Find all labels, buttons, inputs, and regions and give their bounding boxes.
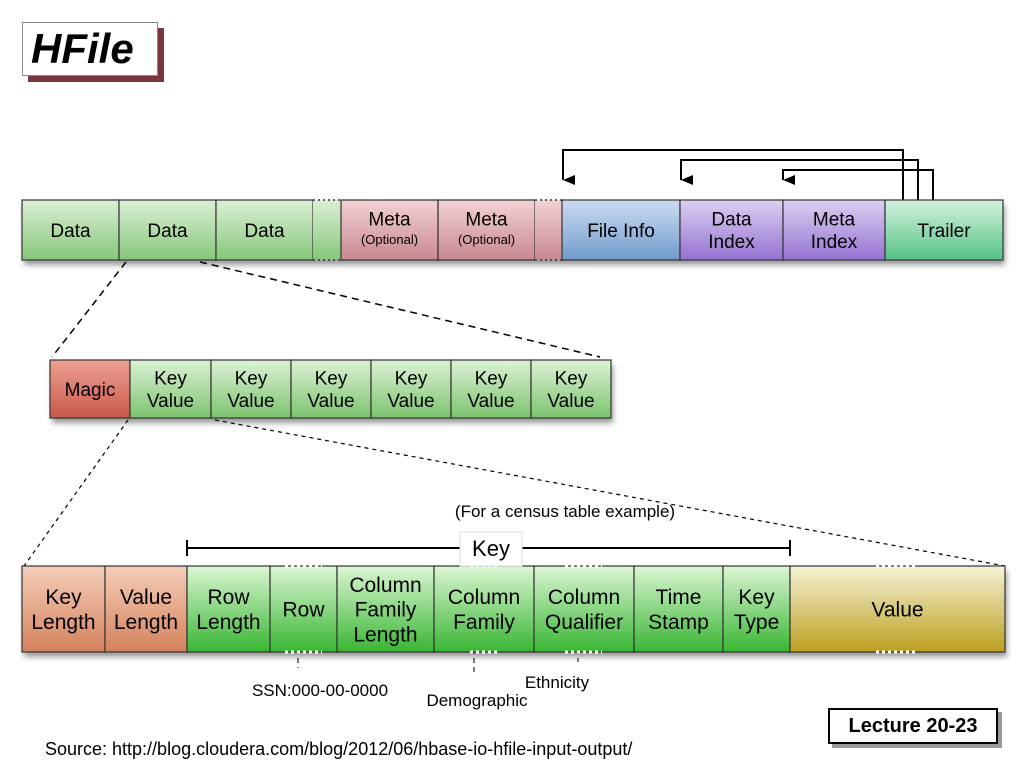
block-value: Value [789,565,1006,653]
key-label: Key [472,536,510,561]
block-label: Column [448,586,520,609]
block-sublabel: (Optional) [458,232,515,247]
block-trailer: Trailer [884,199,1004,261]
block-label: Magic [65,380,116,401]
key-label-background [459,531,523,567]
block-label: Length [114,611,178,634]
block-label: Key [45,586,82,609]
block-label: Type [734,611,780,634]
block-label: Value [467,391,514,412]
block-meta: Meta(Optional) [340,199,439,261]
pointer-arrow-data-index [680,159,919,200]
block-label: Key [235,369,268,390]
block-label: Trailer [917,221,971,242]
block-row: Row [269,565,338,653]
block-label: Key [154,369,187,390]
block-label: Value [147,391,194,412]
block-label: Meta [368,210,411,231]
data-block-row: MagicKeyValueKeyValueKeyValueKeyValueKey… [49,359,612,419]
block-label: Data [244,221,285,242]
annotation-column-qualifier: Ethnicity [525,673,590,692]
title-box: HFile [22,22,158,76]
zoom-line [51,261,127,358]
block-file-info: File Info [561,199,681,261]
block-label: Length [196,611,260,634]
block-label: Value [120,586,172,609]
block-label: Length [353,623,417,646]
block-label: Column [349,574,421,597]
block-label: Qualifier [545,611,623,634]
ellipsis-gap [535,199,562,261]
block-label: Key [738,586,775,609]
annotation-column-family: Demographic [426,691,528,710]
block-meta: Meta(Optional) [437,199,536,261]
block-label: Index [811,232,858,253]
block-label: File Info [587,221,655,242]
block-label: Data [147,221,188,242]
key-value-row: KeyLengthValueLengthRowLengthRowColumnFa… [21,564,1006,654]
pointer-arrow-file-info [562,149,904,200]
block-label: Index [708,232,755,253]
block-label: Row [207,586,250,609]
block-label: Family [355,599,417,622]
block-label: Meta [465,210,508,231]
zoom-line [199,261,601,358]
zoom-line [23,419,129,567]
source-citation: Source: http://blog.cloudera.com/blog/20… [45,739,633,759]
hfile-blocks-row: Data Data DataMeta(Optional)Meta(Optional)… [21,199,1004,261]
block-label: Key [475,369,508,390]
block-label: Key [395,369,428,390]
block-label: Value [307,391,354,412]
slide-title: HFile [31,25,134,72]
block-label: Row [282,599,325,622]
block-label: Key [315,369,348,390]
block-label: Value [547,391,594,412]
lecture-label: Lecture 20-23 [828,708,998,744]
zoom-line [214,419,1006,567]
block-label: Length [31,611,95,634]
pointer-arrow-meta-index [782,169,934,200]
block-label: Data [711,210,752,231]
ellipsis-gap [313,199,341,261]
block-label: Stamp [648,611,709,634]
connector-lines [23,149,1006,676]
block-label: Value [387,391,434,412]
example-note: (For a census table example) [455,502,675,521]
block-label: Value [871,599,923,622]
block-label: Data [50,221,91,242]
block-data: Data [118,199,217,261]
block-magic: Magic [49,359,131,419]
block-label: Meta [813,210,856,231]
block-label: Column [548,586,620,609]
block-sublabel: (Optional) [361,232,418,247]
block-label: Value [227,391,274,412]
block-label: Key [555,369,588,390]
block-label: Time [656,586,702,609]
block-label: Family [453,611,515,634]
annotation-row: SSN:000-00-0000 [252,681,388,700]
block-data: Data [215,199,314,261]
block-data: Data [21,199,120,261]
